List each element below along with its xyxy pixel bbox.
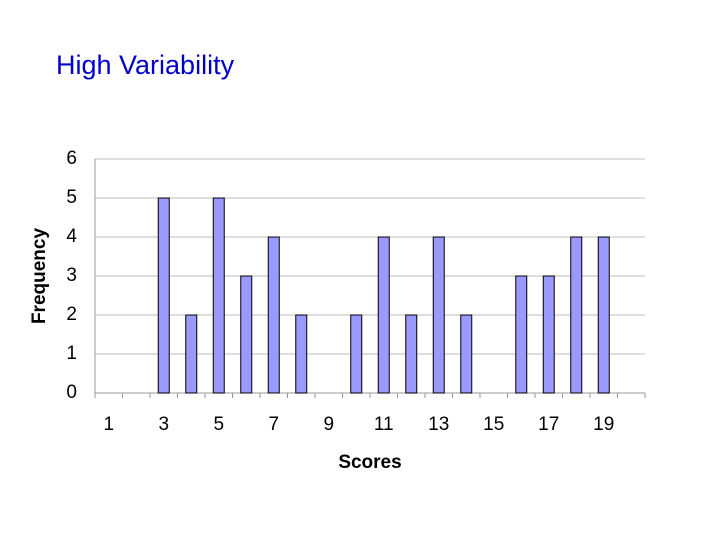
bar (267, 236, 280, 394)
y-tick-label: 6 (66, 148, 77, 169)
y-tick-label: 0 (66, 382, 77, 403)
bar (240, 275, 253, 394)
x-tick-label: 11 (374, 414, 394, 435)
y-axis-title: Frequency (29, 228, 50, 325)
bar (405, 314, 418, 394)
y-tick-label: 3 (66, 265, 77, 286)
x-tick-label: 3 (158, 414, 169, 435)
x-tick-label: 17 (538, 414, 559, 435)
x-tick-label: 5 (213, 414, 224, 435)
y-tick-label: 5 (66, 187, 77, 208)
bar (212, 197, 225, 394)
bar (570, 236, 583, 394)
bar (542, 275, 555, 394)
bar (185, 314, 198, 394)
x-tick-label: 19 (593, 414, 614, 435)
bar (460, 314, 473, 394)
bar (295, 314, 308, 394)
y-tick-label: 1 (66, 343, 77, 364)
chart-title: High Variability (56, 50, 235, 80)
x-axis-title: Scores (338, 452, 401, 473)
bar (377, 236, 390, 394)
bar (597, 236, 610, 394)
x-tick-label: 13 (428, 414, 449, 435)
x-tick-label: 9 (323, 414, 334, 435)
x-tick-label: 1 (103, 414, 114, 435)
x-tick-label: 7 (268, 414, 279, 435)
bar (157, 197, 170, 394)
bar (350, 314, 363, 394)
x-tick-label: 15 (483, 414, 504, 435)
y-tick-label: 4 (66, 226, 77, 247)
bar (515, 275, 528, 394)
y-tick-label: 2 (66, 304, 77, 325)
bar (432, 236, 445, 394)
